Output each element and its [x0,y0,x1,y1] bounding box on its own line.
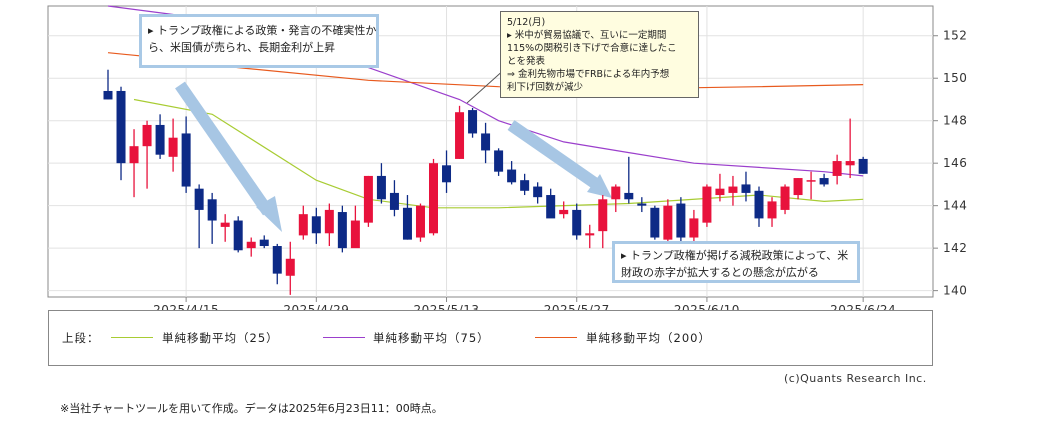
candle-body [806,180,816,182]
candle-body [181,133,191,187]
annotation-line: ▸ トランプ政権による政策・発言の不確実性か [148,24,377,37]
legend-swatch-ma200 [535,337,577,338]
down-trend-arrow-1 [175,81,273,216]
candle-body [767,201,777,219]
candle-body [715,188,725,196]
y-tick-label: 148 [943,114,967,128]
candle-body [598,199,608,232]
candle-body [129,146,139,164]
candle-body [520,180,530,191]
candle-body [168,137,178,157]
candle-body [337,212,347,249]
y-axis: 140 142 144 146 148 150 152 [933,29,967,298]
footnote: ※当社チャートツールを用いて作成。データは2025年6月23日11：00時点。 [60,402,443,415]
candle-body [415,205,425,238]
candle-body [559,209,569,215]
y-tick-label: 146 [943,156,967,170]
legend-label-ma200: 単純移動平均（200） [586,331,711,345]
candle-body [429,163,438,234]
candle-body [455,112,465,159]
moving-average-line [133,98,864,209]
candle-body [663,205,673,240]
candle-body [572,209,582,236]
candle-body [611,186,621,200]
y-tick-label: 152 [943,29,967,43]
candle-body [363,175,373,223]
candle-body [246,241,256,249]
candle-body [676,203,686,238]
candle-body [494,150,504,172]
candle-body [637,203,647,206]
candle-body [793,178,803,196]
candle-body [624,192,634,200]
copyright-credit: (c)Quants Research Inc. [784,372,927,385]
annotation-line: ら、米国債が売られ、長期金利が上昇 [148,41,336,54]
annotation-line: とを発表 [507,56,546,67]
trend-arrows [175,81,612,232]
down-trend-arrowhead-2 [587,174,612,198]
candle-body [585,233,595,236]
candle-body [858,158,868,174]
candlesticks [103,69,868,295]
annotation-line: 5/12(月) [507,17,546,28]
candle-body [780,186,790,210]
legend-prefix: 上段： [62,331,100,345]
legend-swatch-ma25 [111,337,153,338]
down-trend-arrowhead-1 [256,196,282,232]
candle-body [741,184,751,193]
candle-body [207,199,217,221]
candle-body [285,258,295,276]
down-trend-arrow-2 [507,120,600,189]
annotation-line: 財政の赤字が拡大するとの懸念が広がる [621,266,819,279]
candle-body [155,124,165,155]
candle-body [298,214,308,236]
callout-pointer [466,67,507,104]
candle-body [481,133,491,151]
candle-body [402,207,412,240]
candle-body [311,216,321,234]
candle-body [533,186,543,198]
candle-body [142,124,152,147]
candle-body [389,192,399,210]
annotation-line: ▸ 米中が貿易協議で、互いに一定期間 [507,30,667,41]
candle-body [272,246,282,274]
candle-body [507,169,517,183]
candle-body [832,161,842,176]
candle-body [442,165,452,183]
candle-body [220,222,230,227]
annotation-policy-uncertainty: ▸ トランプ政権による政策・発言の不確実性か ら、米国債が売られ、長期金利が上昇 [139,14,379,68]
candle-body [116,90,126,164]
legend-label-ma75: 単純移動平均（75） [373,331,490,345]
candle-body [103,90,113,100]
legend: 上段： 単純移動平均（25） 単純移動平均（75） 単純移動平均（200） [48,310,933,366]
candle-body [819,178,829,185]
candle-body [376,175,386,200]
annotation-fiscal-deficit: ▸ トランプ政権が掲げる減税政策によって、米 財政の赤字が拡大するとの懸念が広が… [612,241,860,283]
candle-body [650,207,660,238]
y-tick-label: 144 [943,199,967,213]
annotation-trade-deal: 5/12(月) ▸ 米中が貿易協議で、互いに一定期間 115%の関税引き下げで合… [500,11,699,98]
candle-body [324,209,334,234]
candle-body [468,110,478,134]
candle-body [845,161,855,166]
annotation-line: ▸ トランプ政権が掲げる減税政策によって、米 [621,249,849,262]
candle-body [689,218,699,238]
y-tick-label: 150 [943,71,967,85]
annotation-line: 115%の関税引き下げで合意に達したこ [507,43,677,54]
legend-swatch-ma75 [323,337,365,338]
candle-body [754,190,764,219]
annotation-line: 利下げ回数が減少 [507,82,584,93]
candle-body [350,220,360,249]
legend-label-ma25: 単純移動平均（25） [162,331,279,345]
candle-body [233,220,243,251]
y-tick-label: 142 [943,241,967,255]
annotation-line: ⇒ 金利先物市場でFRBによる年内予想 [507,69,670,80]
candle-body [546,195,556,219]
candle-body [194,188,204,210]
candle-body [702,186,712,223]
candle-body [728,186,738,193]
y-tick-label: 140 [943,284,967,298]
candle-body [259,239,269,247]
